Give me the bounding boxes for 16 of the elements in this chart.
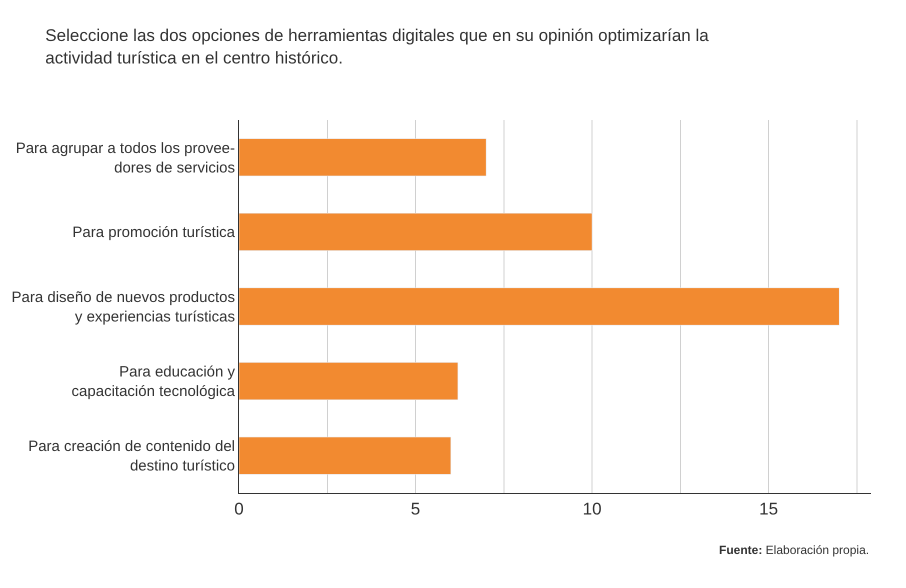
x-tick-label: 0 bbox=[234, 499, 244, 518]
y-tick-label: Para creación de contenido del destino turístico bbox=[28, 438, 235, 475]
y-tick-label: Para promoción turística bbox=[72, 224, 236, 242]
y-tick-label: Para educación y capacitación tecnológica bbox=[72, 364, 236, 400]
bar bbox=[239, 138, 486, 176]
y-tick-label: Para diseño de nuevos productos y experiencias turísticas bbox=[12, 289, 235, 326]
x-tick-label: 10 bbox=[582, 499, 602, 518]
bar bbox=[239, 213, 592, 251]
x-tick-label: 15 bbox=[759, 499, 778, 518]
chart-title: Seleccione las dos opciones de herramientas digitales que en su opinión optimizarían la actividad turística en el centro histórico. bbox=[45, 26, 710, 68]
x-tick-label: 5 bbox=[410, 499, 420, 518]
source-note: Fuente: Elaboración propia. bbox=[719, 543, 870, 557]
bar bbox=[239, 436, 452, 475]
y-tick-label: Para agrupar a todos los provee- dores de servicios bbox=[16, 140, 235, 176]
bar bbox=[239, 362, 458, 400]
bar bbox=[239, 288, 840, 326]
